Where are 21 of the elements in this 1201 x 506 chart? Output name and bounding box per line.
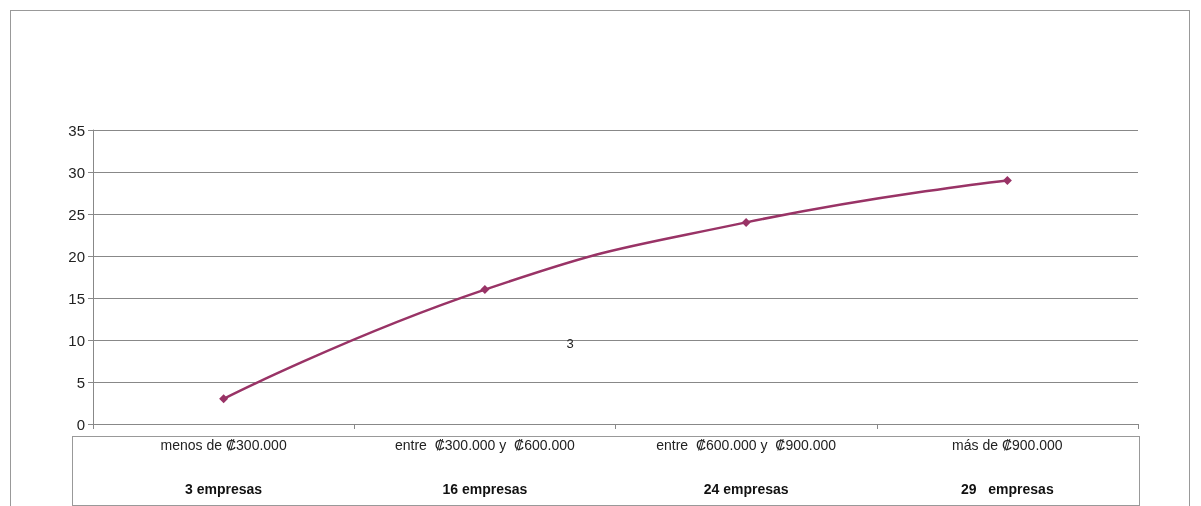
point [741, 217, 751, 227]
y-tick-label: 30 [68, 163, 85, 181]
data-label: 29 empresas [961, 481, 1054, 497]
x-tick-label: menos de ₡300.000 [160, 437, 287, 453]
point [219, 394, 229, 404]
data-label: 3 empresas [185, 481, 263, 497]
y-tick-label: 15 [68, 289, 85, 307]
y-tick-label: 25 [68, 205, 85, 223]
y-tick-label: 10 [68, 331, 85, 349]
annotation: 3 [566, 335, 574, 351]
y-tick-label: 0 [76, 415, 85, 433]
x-tick-label: entre ₡600.000 y ₡900.000 [656, 437, 837, 453]
y-tick-label: 35 [68, 121, 85, 139]
data-label: 24 empresas [703, 481, 789, 497]
y-tick-label: 5 [76, 373, 85, 391]
y-tick-label: 20 [68, 247, 85, 265]
point [480, 285, 490, 295]
data-label: 16 empresas [442, 481, 528, 497]
x-tick-label: entre ₡300.000 y ₡600.000 [394, 437, 575, 453]
x-tick-label: más de ₡900.000 [952, 437, 1063, 453]
point [1002, 175, 1012, 185]
